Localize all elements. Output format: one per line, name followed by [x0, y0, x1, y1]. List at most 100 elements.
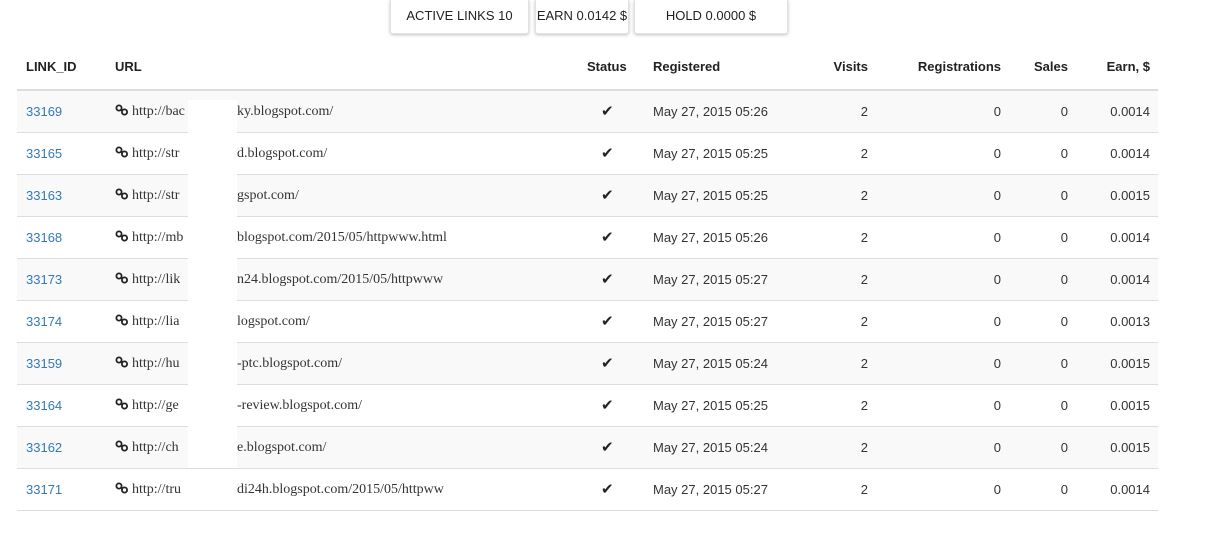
- url-end: e.blogspot.com/: [237, 440, 327, 455]
- registrations: 0: [993, 356, 1001, 371]
- link-url[interactable]: http://tru di24h.blogspot.com/2015/05/htt…: [115, 469, 444, 510]
- sales: 0: [1060, 482, 1068, 497]
- earn: 0.0014: [1110, 146, 1150, 161]
- link-url[interactable]: http://hu -ptc.blogspot.com/: [115, 343, 342, 384]
- link-url[interactable]: http://ge -review.blogspot.com/: [115, 385, 362, 426]
- link-id[interactable]: 33171: [26, 482, 63, 497]
- link-id[interactable]: 33159: [26, 356, 63, 371]
- header-earn[interactable]: Earn, $: [1106, 59, 1150, 74]
- checkmark-icon: ✔: [601, 229, 614, 246]
- table-row: 33164 http://ge -review.blogspot.com/ ✔ May …: [17, 385, 1158, 427]
- link-id[interactable]: 33162: [26, 440, 63, 455]
- earn-button[interactable]: EARN 0.0142 $: [535, 0, 629, 34]
- earn: 0.0015: [1110, 440, 1150, 455]
- link-icon: [115, 440, 132, 455]
- header-visits[interactable]: Visits: [833, 59, 868, 74]
- url-end: n24.blogspot.com/2015/05/httpwww: [237, 272, 444, 287]
- earn: 0.0014: [1110, 104, 1150, 119]
- sales: 0: [1060, 272, 1068, 287]
- table-row: 33171 http://tru di24h.blogspot.com/2015/0…: [17, 469, 1158, 511]
- link-url[interactable]: http://str d.blogspot.com/: [115, 133, 327, 174]
- url-end: -review.blogspot.com/: [237, 398, 363, 413]
- earn: 0.0014: [1110, 482, 1150, 497]
- sales: 0: [1060, 230, 1068, 245]
- registered-date: May 27, 2015 05:27: [653, 314, 768, 329]
- registrations: 0: [993, 482, 1001, 497]
- link-url[interactable]: http://mb blogspot.com/2015/05/httpwww.ht…: [115, 217, 447, 258]
- visits: 2: [860, 272, 868, 287]
- checkmark-icon: ✔: [601, 439, 614, 456]
- registrations: 0: [993, 146, 1001, 161]
- registered-date: May 27, 2015 05:27: [653, 272, 768, 287]
- url-start: http://ge: [132, 398, 179, 413]
- url-end: logspot.com/: [237, 314, 310, 329]
- table-row: 33165 http://str d.blogspot.com/ ✔ May 27, 2…: [17, 133, 1158, 175]
- registrations: 0: [993, 230, 1001, 245]
- active-links-button[interactable]: ACTIVE LINKS 10: [390, 0, 529, 34]
- link-icon: [115, 482, 132, 497]
- link-icon: [115, 104, 132, 119]
- url-end: blogspot.com/2015/05/httpwww.html: [237, 230, 447, 245]
- url-end: d.blogspot.com/: [237, 146, 328, 161]
- sales: 0: [1060, 314, 1068, 329]
- link-id[interactable]: 33165: [26, 146, 63, 161]
- visits: 2: [860, 356, 868, 371]
- header-registered[interactable]: Registered: [653, 59, 721, 74]
- link-id[interactable]: 33164: [26, 398, 63, 413]
- url-start: http://mb: [132, 230, 184, 245]
- registered-date: May 27, 2015 05:26: [653, 230, 768, 245]
- registered-date: May 27, 2015 05:25: [653, 188, 768, 203]
- hold-button[interactable]: HOLD 0.0000 $: [634, 0, 788, 34]
- visits: 2: [860, 398, 868, 413]
- checkmark-icon: ✔: [601, 271, 614, 288]
- link-url[interactable]: http://ch e.blogspot.com/: [115, 427, 326, 468]
- link-id[interactable]: 33169: [26, 104, 63, 119]
- link-id[interactable]: 33174: [26, 314, 63, 329]
- header-url[interactable]: URL: [115, 59, 142, 74]
- link-icon: [115, 188, 132, 203]
- registered-date: May 27, 2015 05:27: [653, 482, 768, 497]
- registered-date: May 27, 2015 05:26: [653, 104, 768, 119]
- registered-date: May 27, 2015 05:24: [653, 440, 768, 455]
- sales: 0: [1060, 356, 1068, 371]
- earn: 0.0015: [1110, 398, 1150, 413]
- link-id[interactable]: 33173: [26, 272, 63, 287]
- earn: 0.0014: [1110, 272, 1150, 287]
- link-url[interactable]: http://lia logspot.com/: [115, 301, 310, 342]
- link-icon: [115, 356, 132, 371]
- url-start: http://bac: [132, 104, 185, 119]
- link-id[interactable]: 33163: [26, 188, 63, 203]
- sales: 0: [1060, 146, 1068, 161]
- earn: 0.0014: [1110, 230, 1150, 245]
- header-status[interactable]: Status: [587, 59, 627, 74]
- link-icon: [115, 314, 132, 329]
- registrations: 0: [993, 272, 1001, 287]
- registrations: 0: [993, 440, 1001, 455]
- registrations: 0: [993, 104, 1001, 119]
- earn: 0.0015: [1110, 188, 1150, 203]
- earn: 0.0013: [1110, 314, 1150, 329]
- link-url[interactable]: http://bac ky.blogspot.com/: [115, 91, 333, 132]
- url-start: http://tru: [132, 482, 181, 497]
- checkmark-icon: ✔: [601, 397, 614, 414]
- visits: 2: [860, 230, 868, 245]
- checkmark-icon: ✔: [601, 313, 614, 330]
- url-end: gspot.com/: [237, 188, 299, 203]
- visits: 2: [860, 314, 868, 329]
- registered-date: May 27, 2015 05:25: [653, 146, 768, 161]
- link-id[interactable]: 33168: [26, 230, 63, 245]
- url-start: http://lia: [132, 314, 180, 329]
- checkmark-icon: ✔: [601, 187, 614, 204]
- url-start: http://str: [132, 188, 180, 203]
- link-icon: [115, 230, 132, 245]
- header-sales[interactable]: Sales: [1034, 59, 1068, 74]
- header-link-id[interactable]: LINK_ID: [26, 59, 77, 74]
- link-icon: [115, 272, 132, 287]
- registered-date: May 27, 2015 05:25: [653, 398, 768, 413]
- url-start: http://lik: [132, 272, 181, 287]
- link-url[interactable]: http://str gspot.com/: [115, 175, 299, 216]
- checkmark-icon: ✔: [601, 103, 614, 120]
- url-start: http://str: [132, 146, 180, 161]
- header-registrations[interactable]: Registrations: [917, 59, 1001, 74]
- link-url[interactable]: http://lik n24.blogspot.com/2015/05/httpw…: [115, 259, 443, 300]
